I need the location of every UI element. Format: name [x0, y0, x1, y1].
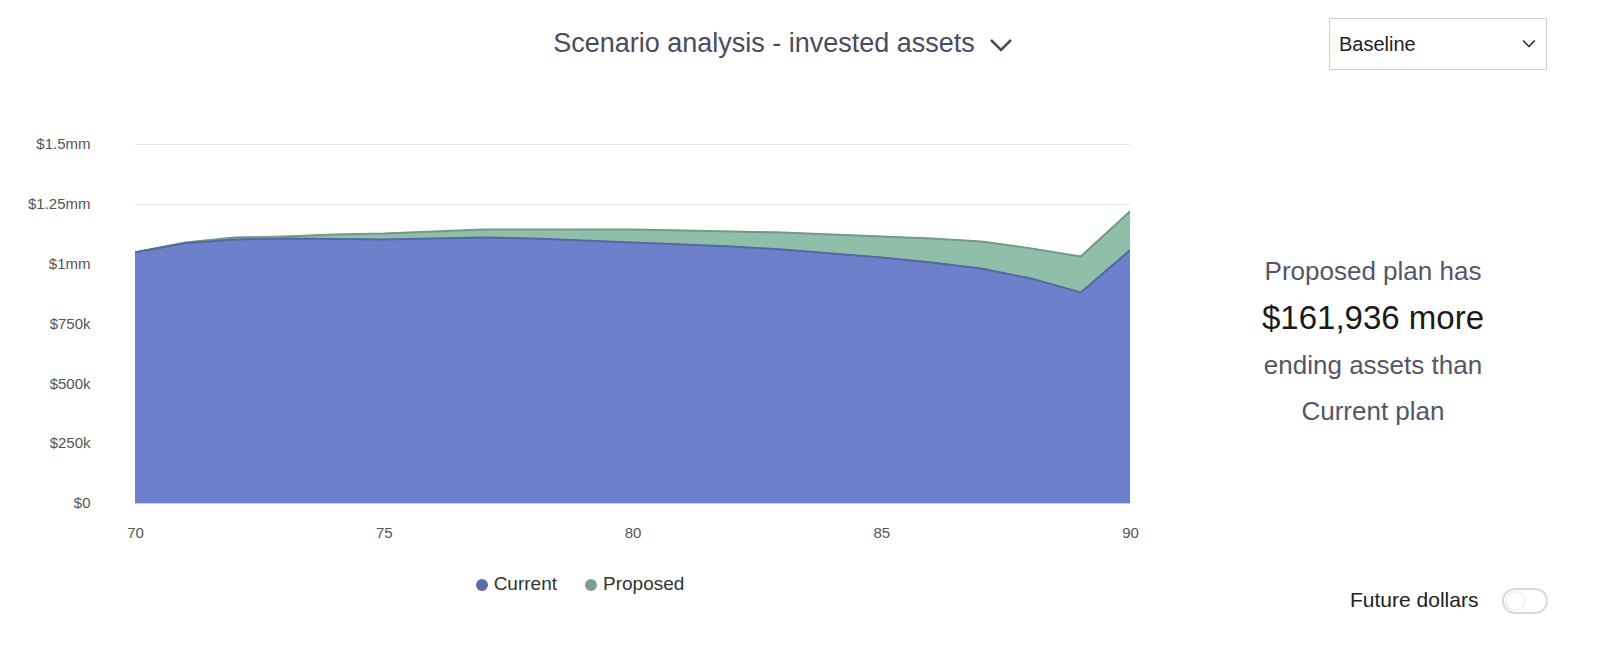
html-text:Current plan: Current plan: [1301, 396, 1445, 426]
html-text:$161,936 more: $161,936 more: [1262, 299, 1484, 336]
svg-text:$750k: $750k: [50, 315, 91, 332]
svg-text:70: 70: [127, 524, 144, 541]
svg-text:$1.25mm: $1.25mm: [28, 195, 91, 212]
html-text:Proposed plan has: Proposed plan has: [1264, 256, 1482, 286]
svg-text:$500k: $500k: [50, 375, 91, 392]
html-text:Scenario analysis - invested a: Scenario analysis - invested assets: [553, 28, 975, 58]
html-text:Proposed: Proposed: [603, 573, 685, 594]
svg-text:90: 90: [1122, 524, 1139, 541]
svg-text:$1mm: $1mm: [49, 255, 91, 272]
svg-text:$250k: $250k: [50, 434, 91, 451]
html-text:Current: Current: [493, 573, 557, 594]
svg-text:80: 80: [625, 524, 642, 541]
svg-text:75: 75: [376, 524, 393, 541]
svg-text:$0: $0: [74, 494, 91, 511]
svg-text:$1.5mm: $1.5mm: [36, 135, 90, 152]
svg-text:85: 85: [873, 524, 890, 541]
html-text:Future dollars: Future dollars: [1350, 588, 1479, 611]
html-text:ending assets than: ending assets than: [1263, 350, 1483, 380]
html-text:Baseline: Baseline: [1339, 33, 1416, 55]
